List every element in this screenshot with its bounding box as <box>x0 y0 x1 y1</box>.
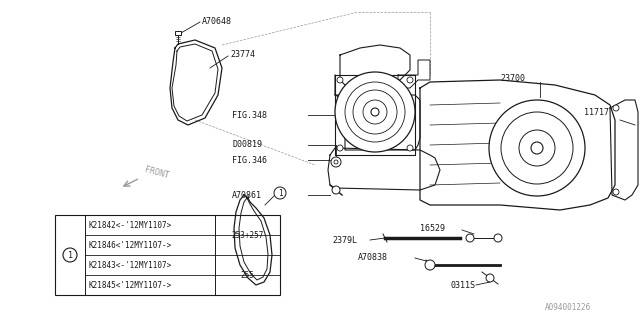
Text: A70861: A70861 <box>232 190 262 199</box>
Circle shape <box>466 234 474 242</box>
Text: K21845<'12MY1107->: K21845<'12MY1107-> <box>88 281 172 290</box>
Circle shape <box>371 108 379 116</box>
Text: 16529: 16529 <box>420 223 445 233</box>
Text: 1: 1 <box>278 188 282 197</box>
Text: 2379L: 2379L <box>332 236 357 244</box>
Text: 0311S: 0311S <box>450 281 475 290</box>
Text: A70648: A70648 <box>202 17 232 26</box>
Circle shape <box>345 82 405 142</box>
Circle shape <box>489 100 585 196</box>
Text: A70838: A70838 <box>358 253 388 262</box>
Text: 253+257: 253+257 <box>231 230 264 239</box>
Circle shape <box>425 260 435 270</box>
Text: A094001226: A094001226 <box>545 303 591 313</box>
Circle shape <box>63 248 77 262</box>
Circle shape <box>494 234 502 242</box>
Circle shape <box>531 142 543 154</box>
Circle shape <box>335 72 415 152</box>
Text: 255: 255 <box>241 270 255 279</box>
Text: FIG.346: FIG.346 <box>232 156 267 164</box>
Circle shape <box>501 112 573 184</box>
Circle shape <box>407 145 413 151</box>
Bar <box>175 31 181 35</box>
Circle shape <box>331 157 341 167</box>
Circle shape <box>334 160 338 164</box>
Circle shape <box>332 186 340 194</box>
Circle shape <box>274 187 286 199</box>
Circle shape <box>363 100 387 124</box>
Circle shape <box>613 189 619 195</box>
Text: K21842<-'12MY1107>: K21842<-'12MY1107> <box>88 220 172 229</box>
Text: 1: 1 <box>67 251 72 260</box>
Text: FIG.348: FIG.348 <box>232 110 267 119</box>
Circle shape <box>486 274 494 282</box>
Bar <box>55 215 280 295</box>
Text: D00819: D00819 <box>232 140 262 148</box>
Circle shape <box>613 105 619 111</box>
Circle shape <box>519 130 555 166</box>
Text: FRONT: FRONT <box>143 165 170 180</box>
Circle shape <box>337 77 343 83</box>
Text: 23700: 23700 <box>500 74 525 83</box>
Circle shape <box>407 77 413 83</box>
Text: K21843<-'12MY1107>: K21843<-'12MY1107> <box>88 260 172 269</box>
Text: K21846<'12MY1107->: K21846<'12MY1107-> <box>88 241 172 250</box>
Circle shape <box>353 90 397 134</box>
Circle shape <box>337 145 343 151</box>
Text: 23774: 23774 <box>230 50 255 59</box>
Text: 11717: 11717 <box>584 108 609 116</box>
